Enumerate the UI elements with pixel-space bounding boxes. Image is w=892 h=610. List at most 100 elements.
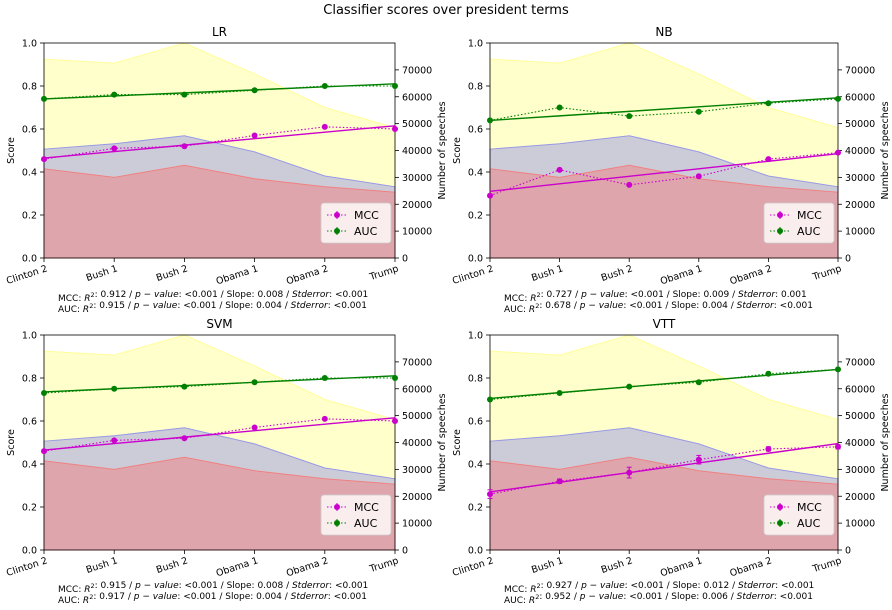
data-point	[321, 83, 328, 89]
legend-label: AUC	[797, 517, 821, 530]
data-point	[626, 383, 633, 390]
y2-tick-label: 30000	[402, 465, 432, 476]
data-point	[835, 366, 841, 373]
legend-label: AUC	[354, 225, 378, 238]
panel-title: SVM	[206, 317, 232, 331]
y-tick-label: 0.6	[22, 125, 37, 136]
data-point	[41, 95, 47, 102]
data-point	[487, 117, 493, 124]
panel-lr: 0.0 0.2 0.4 0.6 0.8 1.0 0 10000 20000 30000 40000 5…	[5, 25, 448, 315]
data-point	[111, 91, 118, 98]
x-tick-label: Trump	[367, 263, 400, 283]
data-point	[835, 149, 841, 156]
data-point	[487, 192, 493, 199]
x-tick-label: Obama 1	[659, 263, 704, 287]
x-tick-label: Clinton 2	[5, 555, 49, 579]
data-point	[41, 390, 47, 397]
data-line	[43, 418, 396, 452]
y2-tick-label: 70000	[845, 65, 875, 76]
data-point	[695, 456, 702, 463]
y-tick-label: 0.4	[22, 460, 37, 471]
x-tick-label: Obama 1	[215, 555, 260, 579]
legend-marker	[777, 212, 783, 218]
y2-tick-label: 50000	[402, 411, 432, 422]
y2-tick-label: 30000	[845, 173, 875, 184]
y2-tick-label: 70000	[845, 357, 875, 368]
x-tick-label: Obama 2	[729, 263, 774, 287]
legend-label: MCC	[354, 209, 379, 222]
data-point	[695, 108, 702, 115]
y2-axis-label: Number of speeches	[880, 101, 891, 199]
trend-line	[489, 97, 839, 122]
legend-marker	[334, 228, 340, 234]
data-line	[489, 98, 839, 121]
y2-tick-label: 0	[845, 254, 851, 265]
x-tick-label: Clinton 2	[451, 263, 495, 287]
y2-tick-label: 10000	[402, 227, 432, 238]
data-point	[41, 448, 47, 455]
x-tick-label: Bush 2	[155, 555, 189, 576]
x-tick-label: Trump	[367, 555, 400, 575]
data-point	[765, 156, 772, 163]
y-tick-label: 0.2	[22, 503, 37, 514]
trend-line	[489, 153, 839, 193]
data-point	[392, 375, 398, 381]
y-tick-label: 0.2	[468, 211, 483, 222]
data-point	[835, 95, 841, 102]
y2-tick-label: 50000	[845, 119, 875, 130]
y-tick-label: 0.6	[22, 417, 37, 428]
data-point	[111, 145, 118, 152]
x-tick-label: Bush 2	[600, 555, 634, 576]
data-line	[489, 152, 839, 197]
y2-tick-label: 60000	[845, 92, 875, 103]
y2-tick-label: 10000	[845, 519, 875, 530]
y2-tick-label: 30000	[402, 173, 432, 184]
x-tick-label: Trump	[810, 263, 843, 283]
x-tick-label: Obama 2	[285, 263, 330, 287]
trend-line	[43, 375, 396, 393]
trend-line	[43, 125, 396, 159]
x-tick-label: Obama 2	[729, 555, 774, 579]
data-point	[181, 91, 188, 98]
trend-line	[43, 83, 396, 100]
y2-tick-label: 70000	[402, 65, 432, 76]
y2-tick-label: 20000	[845, 200, 875, 211]
y-axis-label: Score	[452, 137, 463, 164]
legend-marker	[334, 212, 340, 218]
y-tick-label: 1.0	[468, 331, 483, 342]
data-point	[392, 83, 398, 89]
y2-tick-label: 40000	[402, 146, 432, 157]
stats-line: AUC: R2: 0.678 / p − value: <0.001 / Slo…	[504, 301, 813, 315]
series-auc	[487, 95, 841, 124]
trend-line	[489, 368, 839, 400]
data-point	[626, 181, 633, 188]
data-point	[392, 418, 398, 424]
data-point	[321, 415, 328, 422]
y2-tick-label: 60000	[402, 384, 432, 395]
data-point	[626, 469, 633, 476]
y-tick-label: 0.4	[22, 168, 37, 179]
series-auc	[41, 375, 398, 397]
y2-tick-label: 0	[845, 546, 851, 557]
legend-marker	[334, 504, 340, 510]
y-axis-label: Score	[6, 137, 17, 164]
data-point	[251, 132, 258, 139]
legend-marker	[334, 520, 340, 526]
y2-tick-label: 60000	[845, 384, 875, 395]
legend: MCC AUC	[763, 202, 835, 244]
data-point	[111, 385, 118, 392]
y-tick-label: 1.0	[468, 39, 483, 50]
series-mcc	[487, 442, 841, 499]
x-tick-label: Bush 1	[530, 263, 564, 284]
y-tick-label: 0.0	[22, 254, 37, 265]
y-tick-label: 0.4	[468, 460, 483, 471]
data-point	[392, 126, 398, 132]
data-point	[251, 379, 258, 386]
x-tick-label: Obama 2	[285, 555, 330, 579]
series-mcc	[41, 123, 398, 163]
stats-line: MCC: R2: 0.915 / p − value: <0.001 / Slo…	[58, 581, 368, 595]
y-tick-label: 0.8	[468, 82, 483, 93]
stats-line: MCC: R2: 0.912 / p − value: <0.001 / Slo…	[58, 290, 368, 304]
y-tick-label: 0.8	[22, 82, 37, 93]
y2-axis-label: Number of speeches	[437, 101, 448, 199]
